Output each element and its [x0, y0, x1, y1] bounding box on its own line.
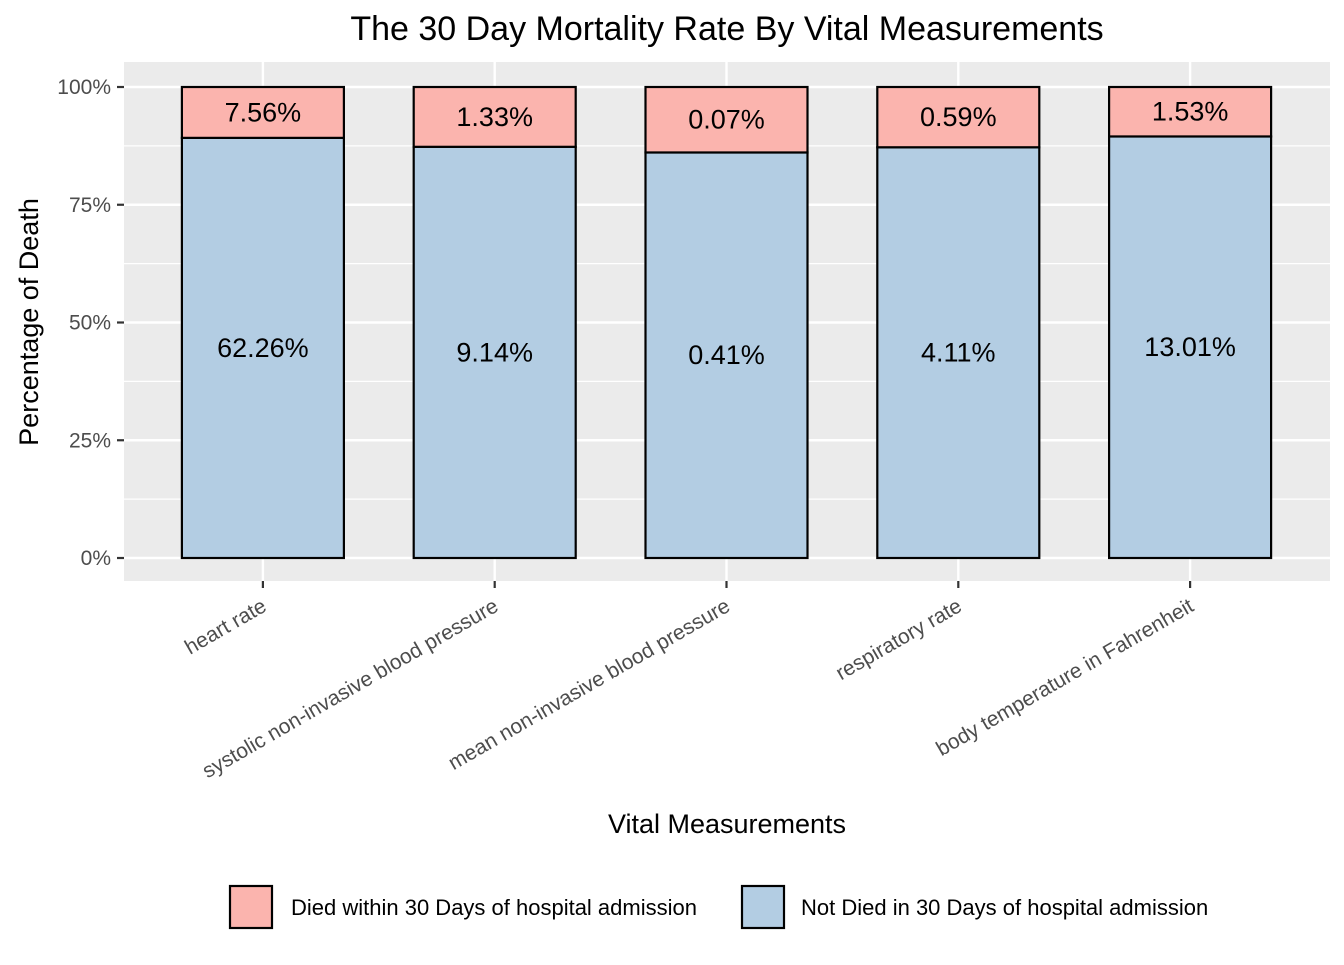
x-tick-label: heart rate — [181, 594, 270, 659]
data-label-not-died: 0.41% — [688, 340, 765, 370]
data-label-died: 7.56% — [225, 97, 302, 127]
chart-title: The 30 Day Mortality Rate By Vital Measu… — [350, 10, 1103, 48]
bar-segment-not-died — [180, 136, 345, 560]
legend-label: Died within 30 Days of hospital admissio… — [291, 895, 697, 920]
bar-segment-died — [180, 85, 345, 139]
y-tick-label: 0% — [81, 547, 111, 570]
y-axis: 0% 25% 50% 75% 100% — [57, 76, 124, 570]
legend: Died within 30 Days of hospital admissio… — [228, 884, 1208, 930]
legend-label: Not Died in 30 Days of hospital admissio… — [801, 895, 1208, 920]
bar-segment-died — [1107, 85, 1273, 138]
data-label-not-died: 13.01% — [1144, 332, 1236, 362]
bar-segment-not-died — [644, 151, 809, 560]
data-label-died: 0.07% — [688, 105, 765, 135]
data-label-died: 1.33% — [456, 102, 533, 132]
bar-segment-not-died — [876, 146, 1041, 560]
bar-segment-died — [876, 85, 1041, 149]
bar-group: 62.26% 7.56% 9.14% 1.33% 0.41% 0.07% 4.11% 0.59… — [180, 85, 1273, 560]
y-tick-label: 100% — [57, 76, 111, 99]
x-tick-label: respiratory rate — [832, 594, 966, 685]
bar-segment-died — [644, 85, 809, 154]
legend-key — [740, 884, 786, 930]
legend-key — [228, 884, 274, 930]
x-axis-title: Vital Measurements — [608, 809, 846, 839]
legend-item-not-died: Not Died in 30 Days of hospital admissio… — [740, 884, 1208, 930]
data-label-not-died: 4.11% — [921, 338, 996, 368]
y-tick-label: 75% — [69, 194, 111, 217]
y-tick-label: 25% — [69, 429, 111, 452]
data-label-not-died: 9.14% — [456, 337, 533, 367]
bar-segment-not-died — [412, 145, 577, 560]
bar-segment-not-died — [1107, 135, 1273, 560]
y-tick-label: 50% — [69, 312, 111, 335]
data-label-not-died: 62.26% — [217, 333, 309, 363]
legend-item-died: Died within 30 Days of hospital admissio… — [228, 884, 697, 930]
data-label-died: 1.53% — [1152, 97, 1229, 127]
bar-segment-died — [412, 85, 577, 148]
x-tick-label: body temperature in Fahrenheit — [932, 594, 1197, 761]
data-label-died: 0.59% — [920, 102, 997, 132]
y-axis-title: Percentage of Death — [14, 198, 44, 446]
